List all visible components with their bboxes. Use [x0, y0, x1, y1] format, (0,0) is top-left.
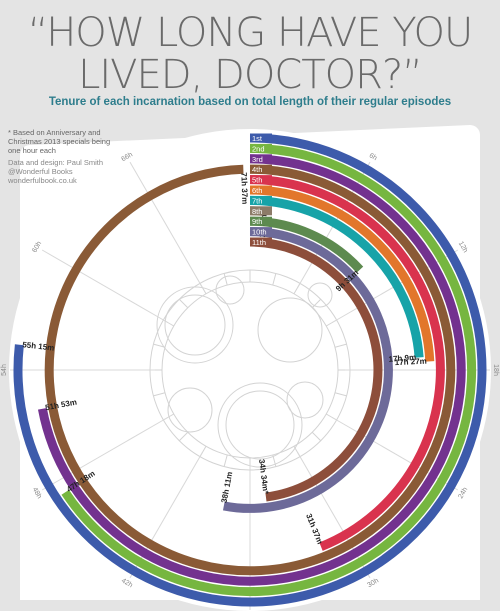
gear-circle [286, 381, 324, 419]
gear-tooth [223, 273, 228, 286]
tick-label: 18h [492, 364, 499, 376]
gear-tooth [272, 454, 277, 467]
value-label-4th: 71h 37m [239, 172, 249, 204]
arc-11th [249, 237, 383, 502]
gridline [332, 417, 459, 491]
legend-swatch-1st [250, 133, 272, 143]
legend-swatch-2nd [250, 143, 272, 153]
gridline [297, 452, 371, 579]
legend-swatch-5th [250, 175, 272, 185]
gear-circle [217, 382, 303, 468]
arc-3rd [37, 154, 466, 586]
gear-circle [164, 294, 226, 356]
gear-tooth [178, 431, 189, 442]
gear-tooth [153, 343, 166, 348]
arc-1st [13, 133, 487, 607]
legend-swatch-7th [250, 195, 272, 205]
value-label-6th: 17h 27m [395, 357, 427, 368]
tick-label: 12h [457, 240, 469, 254]
gear-circle [156, 286, 234, 364]
gear-circle [257, 297, 323, 363]
legend-swatch-6th [250, 185, 272, 195]
value-label-11th: 34h 34m* [257, 459, 270, 496]
gear-tooth [153, 392, 166, 397]
value-label-7th: 17h 9m [388, 353, 416, 364]
gear-tooth [334, 392, 347, 397]
gridline [129, 452, 203, 579]
arc-5th [249, 175, 445, 551]
arc-4th [44, 164, 456, 576]
legend-swatch-4th [250, 164, 272, 174]
tick-label: 42h [120, 577, 134, 589]
legend-label-1st: 1st [252, 134, 263, 143]
legend-label-10th: 10th [252, 228, 267, 237]
arc-7th [249, 195, 424, 358]
value-label-1st: 55h 15m [22, 340, 55, 352]
gear-circle [215, 275, 245, 305]
credit-handle: @Wonderful Books [8, 167, 73, 176]
legend-swatch-8th [250, 206, 272, 216]
tick-label: 24h [457, 486, 469, 500]
gear-circle [167, 387, 213, 433]
gear-tooth [334, 343, 347, 348]
value-label-8th: 1h 4m [258, 214, 269, 238]
tick-label: 60h [31, 240, 43, 254]
arc-6th [249, 185, 435, 362]
hour-gridlines [10, 161, 490, 610]
legend-label-2nd: 2nd [252, 144, 265, 153]
title-line-2: LIVED, DOCTOR?” [78, 52, 423, 98]
tick-label: 6h [368, 152, 378, 162]
legend-label-11th: 11th [252, 238, 266, 247]
hour-tick-labels: 6h12h18h24h30h36h42h48h54h60h66h [1, 151, 499, 589]
gear-circle [307, 282, 333, 308]
footnote: * Based on Anniversary and Christmas 201… [8, 128, 111, 155]
legend-swatch-11th [250, 237, 272, 247]
gear-tooth [272, 273, 277, 286]
gear-tooth [311, 431, 322, 442]
tick-label: 30h [366, 577, 380, 589]
tick-label: 54h [1, 364, 8, 376]
subtitle: Tenure of each incarnation based on tota… [48, 96, 452, 108]
legend-swatch-9th [250, 216, 272, 226]
arc-2nd [61, 143, 477, 597]
gear-tooth [311, 298, 322, 309]
credit-design: Data and design: Paul Smith [8, 158, 104, 167]
legend-label-8th: 8th [252, 207, 262, 216]
legend-label-4th: 4th [252, 165, 262, 174]
arc-10th [222, 227, 393, 513]
legend-label-6th: 6th [252, 186, 262, 195]
credit-website: wonderfulbook.co.uk [8, 176, 77, 185]
legend-label-3rd: 3rd [252, 155, 263, 164]
legend-label-7th: 7th [252, 196, 262, 205]
tick-label: 66h [120, 151, 134, 163]
legend-label-9th: 9th [252, 217, 262, 226]
gear-tooth [223, 454, 228, 467]
legend-label-5th: 5th [252, 176, 262, 185]
gridline [129, 161, 203, 288]
title-line-1: “HOW LONG HAVE YOU [27, 10, 474, 56]
tick-label: 48h [31, 486, 43, 500]
gridline [41, 417, 168, 491]
legend-swatch-10th [250, 227, 272, 237]
legend-swatch-3rd [250, 154, 272, 164]
gear-circle [225, 390, 295, 460]
gear-tooth [178, 298, 189, 309]
gridline [41, 249, 168, 323]
